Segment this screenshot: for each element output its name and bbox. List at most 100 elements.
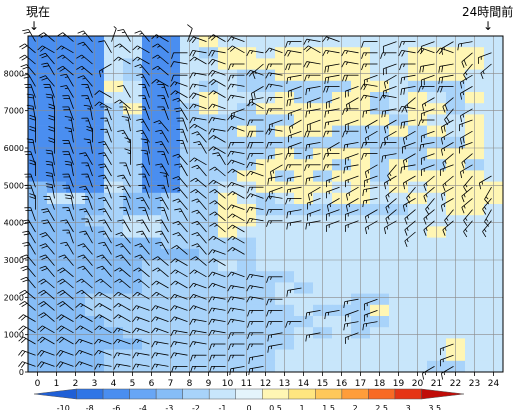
wind-barb-flag [404,229,408,236]
wind-barb-shaft [85,208,93,222]
wind-barb-shaft [62,65,74,76]
wind-barb-flag [20,338,27,343]
wind-barb-half-flag [155,341,159,346]
wind-barb [171,245,188,255]
wind-barb-shaft [385,209,397,219]
wind-barb-half-flag [177,189,181,192]
wind-barb [208,296,226,303]
wind-barb-shaft [249,217,264,222]
wind-barb [303,61,321,68]
wind-barb-flag [189,83,194,90]
wind-barb-flag [191,209,198,213]
wind-barb-half-flag [387,216,390,220]
wind-barb-shaft [403,153,416,161]
wind-barb-shaft [441,186,454,195]
wind-barb-half-flag [121,188,126,190]
wind-barb-half-flag [364,95,368,99]
wind-barb [402,130,416,145]
wind-barb-shaft [83,265,93,278]
wind-barb-half-flag [117,364,121,368]
wind-barb-shaft [68,207,74,221]
wind-barb [155,230,169,244]
wind-barb-shaft [326,209,340,215]
wind-barb-flag [247,119,250,127]
wind-barb-shaft [47,219,55,233]
wind-barb-shaft [442,175,454,186]
wind-barb-flag [133,278,139,283]
wind-barb-shaft [406,186,416,199]
wind-barb-flag [348,103,351,110]
wind-barb-half-flag [386,136,388,140]
wind-barb-half-flag [178,210,183,213]
wind-barb [364,164,378,179]
wind-barb-shaft [87,95,93,109]
wind-barb-half-flag [270,209,272,213]
wind-barb-flag [191,164,198,168]
wind-barb-half-flag [155,353,159,357]
wind-barb-half-flag [425,227,428,231]
wind-barb-half-flag [213,237,217,241]
wind-barb-flag [284,50,289,57]
wind-barb-shaft [214,222,226,233]
wind-barb-half-flag [101,268,105,270]
wind-barb [418,119,435,127]
wind-barb-flag [113,363,118,370]
wind-barb [172,97,188,110]
wind-barb [136,230,150,244]
wind-barb-shaft [178,221,188,233]
wind-barb-shaft [325,74,340,79]
wind-barb [94,291,112,300]
wind-barb-flag [99,166,107,169]
wind-barb [461,52,473,68]
wind-barb-shaft [99,303,112,311]
wind-barb [79,185,93,199]
wind-barb [303,38,321,45]
wind-barb [209,365,226,373]
wind-barb-shaft [344,298,359,303]
wind-barb-flag [60,219,67,222]
wind-barb-flag [288,126,292,134]
wind-barb-shaft [156,280,169,289]
wind-barb-half-flag [136,353,140,357]
wind-barb [45,160,55,177]
wind-barb-flag [210,59,216,66]
wind-barb-flag [79,230,86,233]
wind-barb-shaft [156,291,169,300]
wind-barb-flag [22,256,29,260]
wind-barb-flag [436,47,441,54]
wind-barb-shaft [192,318,207,322]
wind-barb-shaft [49,196,55,210]
wind-barb [39,232,55,244]
wind-barb-shaft [99,101,112,110]
wind-barb-shaft [423,220,435,231]
y-tick-label: 2000 [4,293,24,302]
wind-barb [385,198,397,214]
wind-barb-shaft [87,218,93,233]
wind-barb-shaft [42,45,55,54]
wind-barb-flag [59,67,66,72]
wind-barb [113,291,131,300]
wind-barb [344,86,359,98]
wind-barb-flag [189,157,195,163]
wind-barb-shaft [89,106,93,121]
wind-barb [133,267,150,278]
wind-barb-flag [94,363,99,370]
wind-barb-half-flag [251,187,253,191]
wind-barb [138,184,150,199]
wind-barb-flag [48,137,55,140]
wind-barb [22,241,36,255]
wind-barb-flag [419,144,422,152]
wind-barb [43,196,55,210]
wind-barb-half-flag [308,75,310,79]
wind-barb [400,86,416,96]
wind-barb-flag [463,186,468,193]
wind-barb [284,49,302,57]
wind-barb-flag [246,296,251,303]
wind-barb [138,106,150,121]
wind-barb-flag [381,155,384,163]
wind-barb-flag [37,361,42,367]
wind-barb-shaft [61,314,74,322]
wind-barb-flag [65,197,72,200]
wind-barb-half-flag [193,341,197,346]
